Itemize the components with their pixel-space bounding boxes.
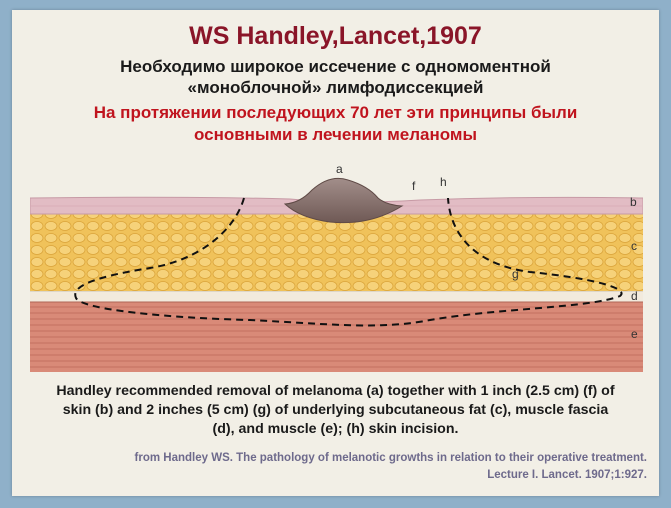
muscle-layer <box>30 302 643 372</box>
label-e: e <box>631 327 638 341</box>
caption-line-3: (d), and muscle (e); (h) skin incision. <box>212 421 459 437</box>
label-d: d <box>631 289 638 303</box>
source-citation: from Handley WS. The pathology of melano… <box>47 450 647 484</box>
label-f: f <box>412 179 416 193</box>
label-b: b <box>630 195 637 209</box>
incision-line <box>74 197 623 327</box>
skin-cross-section-diagram: a f h b c g d e <box>30 160 643 375</box>
label-h: h <box>440 175 447 189</box>
label-c: c <box>631 239 637 253</box>
fat-layer <box>30 212 643 291</box>
citation-line-2: Lecture I. Lancet. 1907;1:927. <box>487 469 647 481</box>
fascia-layer <box>30 291 643 302</box>
diagram-caption: Handley recommended removal of melanoma … <box>22 382 649 439</box>
slide-subtitle: Необходимо широкое иссечение с одномомен… <box>12 56 659 98</box>
citation-line-1: from Handley WS. The pathology of melano… <box>134 452 647 464</box>
highlight-line-1: На протяжении последующих 70 лет эти при… <box>93 103 578 122</box>
slide: WS Handley,Lancet,1907 Необходимо широко… <box>12 10 659 496</box>
subtitle-line-1: Необходимо широкое иссечение с одномомен… <box>120 57 551 76</box>
label-a: a <box>336 162 343 176</box>
subtitle-line-2: «моноблочной» лимфодиссекцией <box>187 78 484 97</box>
label-g: g <box>512 267 519 281</box>
caption-line-1: Handley recommended removal of melanoma … <box>56 383 615 399</box>
slide-highlight: На протяжении последующих 70 лет эти при… <box>12 102 659 146</box>
highlight-line-2: основными в лечении меланомы <box>193 125 478 144</box>
slide-title: WS Handley,Lancet,1907 <box>189 22 482 50</box>
melanoma-lesion <box>283 177 404 224</box>
caption-line-2: skin (b) and 2 inches (5 cm) (g) of unde… <box>62 402 609 418</box>
